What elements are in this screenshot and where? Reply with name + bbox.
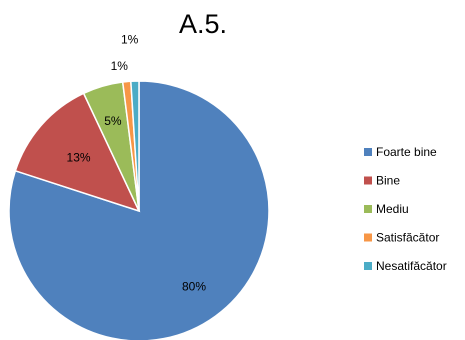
pie-slices [8,80,270,340]
legend-label-5: Nesatifăcător [376,259,447,273]
legend-swatch-2 [364,176,372,185]
chart-title: A.5. [179,9,227,39]
legend-swatch-4 [364,233,372,242]
legend-swatch-3 [364,205,372,213]
pie-slice-2 [14,92,141,213]
legend-label-3: Mediu [376,202,409,216]
legend-label-1: Foarte bine [376,145,437,159]
legend-swatch-1 [364,148,372,156]
data-label-5: 1% [121,32,139,46]
legend-label-2: Bine [376,174,400,188]
legend: Foarte bine Bine Mediu Satisfăcător Nesatifă… [364,145,447,273]
pie-data-labels: 80% 13% 5% 1% 1% [67,32,207,293]
data-label-1: 80% [182,280,206,294]
data-label-2: 13% [67,151,91,165]
data-label-4: 1% [111,59,129,73]
data-label-3: 5% [104,114,122,128]
legend-swatch-5 [364,262,372,270]
pie-slice-5 [130,80,140,212]
pie-slice-1 [8,80,270,340]
legend-label-4: Satisfăcător [376,231,439,245]
